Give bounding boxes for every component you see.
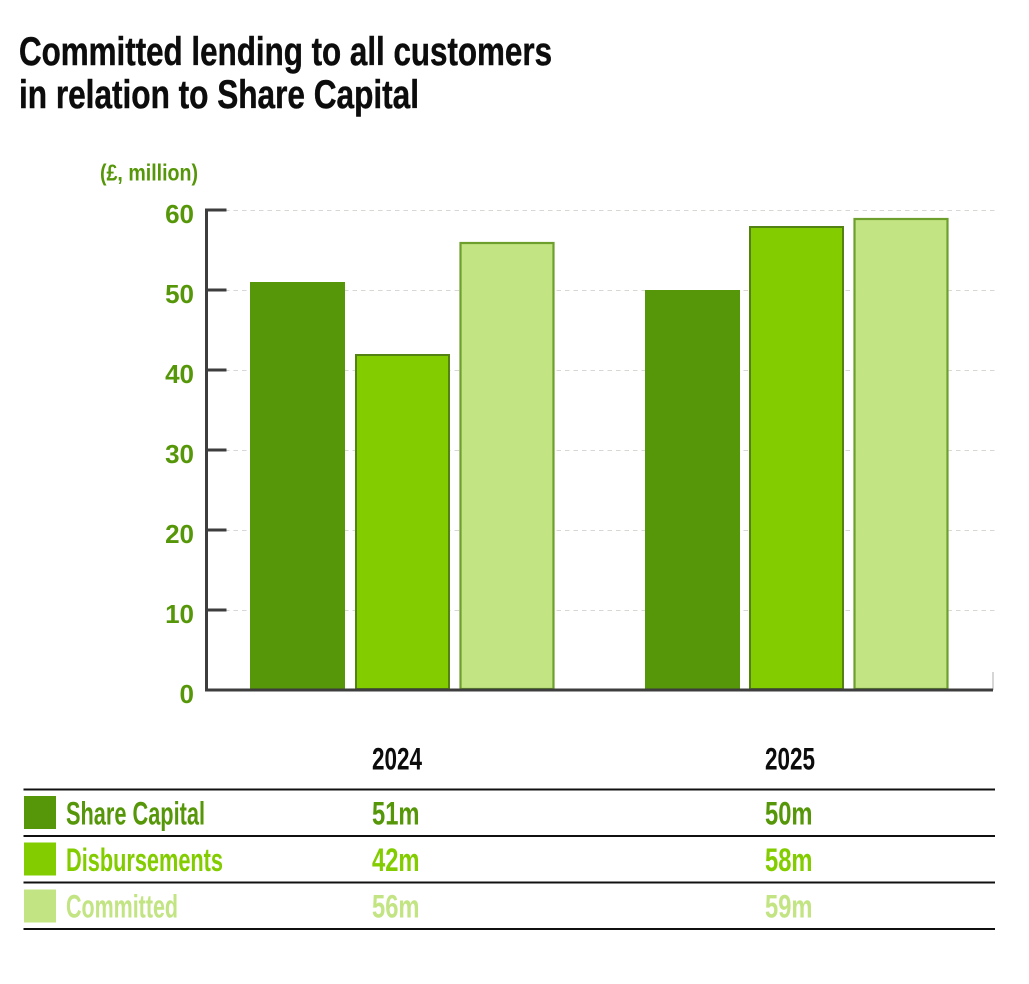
svg-text:50m: 50m — [765, 796, 813, 832]
svg-text:10: 10 — [165, 599, 194, 629]
svg-text:20: 20 — [165, 519, 194, 549]
svg-text:Disbursements: Disbursements — [66, 842, 223, 878]
svg-text:40: 40 — [165, 359, 194, 389]
svg-text:2025: 2025 — [765, 741, 815, 777]
svg-text:59m: 59m — [765, 889, 813, 925]
svg-text:51m: 51m — [372, 796, 420, 832]
svg-text:60: 60 — [165, 199, 194, 229]
svg-text:50: 50 — [165, 279, 194, 309]
svg-text:Committed: Committed — [66, 889, 178, 925]
svg-text:42m: 42m — [372, 842, 420, 878]
svg-text:(£, million): (£, million) — [100, 160, 198, 186]
svg-text:Committed lending to all custo: Committed lending to all customers — [19, 30, 552, 74]
svg-text:30: 30 — [165, 439, 194, 469]
svg-text:56m: 56m — [372, 889, 420, 925]
svg-text:Share Capital: Share Capital — [66, 796, 205, 832]
svg-text:58m: 58m — [765, 842, 813, 878]
svg-text:in relation to Share Capital: in relation to Share Capital — [19, 73, 419, 117]
svg-text:0: 0 — [180, 679, 194, 709]
svg-text:2024: 2024 — [372, 741, 422, 777]
